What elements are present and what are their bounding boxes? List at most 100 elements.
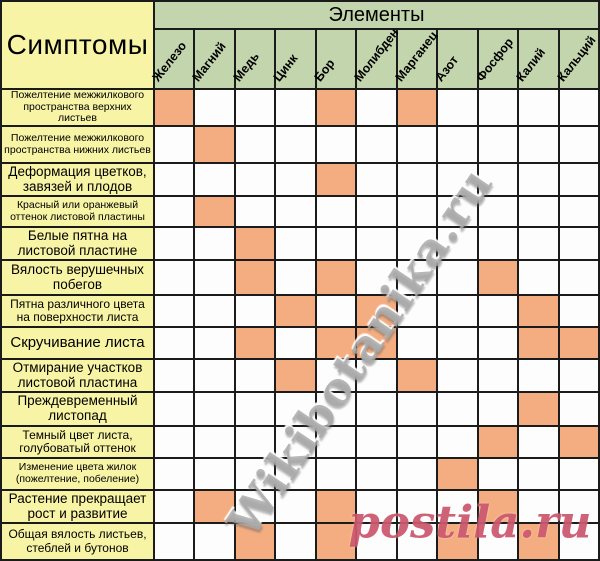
matrix-cell [519, 491, 558, 522]
matrix-cell [519, 197, 558, 226]
matrix-cell-marked [559, 427, 598, 457]
matrix-cell [397, 328, 437, 358]
row-label-text: Общая вялость листьев, стеблей и бутонов [8, 527, 147, 555]
row-label-text: Пожелтение межжилкового пространства ниж… [4, 131, 151, 156]
matrix-cell [438, 393, 477, 425]
column-header-9: Фосфор [473, 30, 518, 88]
matrix-cell [276, 459, 315, 489]
column-header-1: Железо [150, 30, 194, 88]
row-label: Пожелтение межжилкового пространства вер… [2, 89, 153, 125]
matrix-cell [316, 228, 356, 259]
matrix-cell [478, 328, 518, 358]
matrix-cell [559, 393, 598, 425]
matrix-cell [357, 524, 396, 559]
matrix-cell [478, 197, 518, 226]
matrix-cell [438, 164, 477, 195]
row-label: Растение прекращает рост и развитие [2, 491, 153, 522]
row-label: Изменение цвета жилок (пожелтение, побел… [2, 459, 153, 489]
matrix-cell [155, 296, 194, 326]
matrix-cell [559, 459, 598, 489]
matrix-cell [519, 261, 558, 294]
matrix-cell [276, 261, 315, 294]
matrix-cell-marked [316, 524, 356, 559]
column-header-11: Кальций [554, 30, 598, 88]
matrix-cell [195, 228, 234, 259]
matrix-cell [195, 261, 234, 294]
row-label: Вялость верушечных побегов [2, 261, 153, 294]
matrix-cell [559, 524, 598, 559]
matrix-cell [519, 360, 558, 391]
matrix-cell [276, 228, 315, 259]
matrix-cell [438, 360, 477, 391]
matrix-cell [559, 90, 598, 125]
column-label: Цинк [270, 51, 301, 85]
matrix-cell-marked [519, 393, 558, 425]
matrix-cell [155, 427, 194, 457]
matrix-cell [357, 427, 396, 457]
matrix-cell [195, 459, 234, 489]
matrix-cell-marked [316, 164, 356, 195]
matrix-cell [316, 197, 356, 226]
matrix-cell-marked [438, 459, 477, 489]
column-label: Железо [149, 38, 190, 85]
matrix-cell [195, 296, 234, 326]
matrix-cell-marked [478, 427, 518, 457]
matrix-cell [559, 197, 598, 226]
matrix-cell-marked [438, 524, 477, 559]
matrix-cell [559, 296, 598, 326]
matrix-cell [438, 427, 477, 457]
matrix-cell-marked [195, 491, 234, 522]
matrix-cell-marked [235, 524, 275, 559]
symptoms-group-title: Симптомы [6, 29, 149, 60]
row-label: Пятна различного цвета на поверхности ли… [2, 296, 153, 326]
row-label-text: Скручивание листа [10, 333, 145, 351]
matrix-cell [155, 393, 194, 425]
matrix-cell [276, 127, 315, 162]
matrix-cell [397, 459, 437, 489]
matrix-cell-marked [155, 90, 194, 125]
column-label: Азот [432, 53, 462, 85]
matrix-cell [155, 491, 194, 522]
row-label-text: Темный цвет листа, голубоватый оттенок [19, 427, 136, 455]
matrix-cell [519, 164, 558, 195]
column-label: Магний [190, 39, 230, 85]
matrix-cell [276, 427, 315, 457]
matrix-cell-marked [357, 328, 396, 358]
row-label: Преждевременный листопад [2, 393, 153, 425]
matrix-cell-marked [478, 491, 518, 522]
matrix-cell [195, 328, 234, 358]
matrix-cell-marked [276, 296, 315, 326]
column-label: Кальций [554, 33, 599, 85]
matrix-cell [195, 360, 234, 391]
matrix-cell [155, 524, 194, 559]
matrix-cell [397, 197, 437, 226]
matrix-cell [397, 427, 437, 457]
column-header-8: Азот [433, 30, 477, 88]
matrix-cell [478, 296, 518, 326]
matrix-cell [357, 127, 396, 162]
matrix-cell [397, 524, 437, 559]
matrix-cell [397, 261, 437, 294]
matrix-cell [195, 524, 234, 559]
matrix-cell [316, 427, 356, 457]
matrix-cell-marked [235, 328, 275, 358]
matrix-cell [478, 127, 518, 162]
matrix-cell-marked [235, 228, 275, 259]
row-label-text: Отмирание участков листовой пластина [12, 359, 143, 390]
matrix-cell [559, 127, 598, 162]
matrix-cell-marked [478, 261, 518, 294]
matrix-cell [478, 228, 518, 259]
matrix-cell [438, 127, 477, 162]
symptoms-group-header: Симптомы [2, 2, 153, 88]
matrix-cell [519, 90, 558, 125]
matrix-cell [397, 393, 437, 425]
matrix-cell [397, 228, 437, 259]
matrix-cell [357, 261, 396, 294]
column-label: Бор [311, 56, 338, 85]
matrix-cell [316, 127, 356, 162]
row-label-text: Красный или оранжевый оттенок листовой п… [10, 198, 145, 223]
matrix-cell [276, 90, 315, 125]
row-label-text: Белые пятна на листовой пластине [17, 227, 138, 258]
matrix-cell [276, 328, 315, 358]
